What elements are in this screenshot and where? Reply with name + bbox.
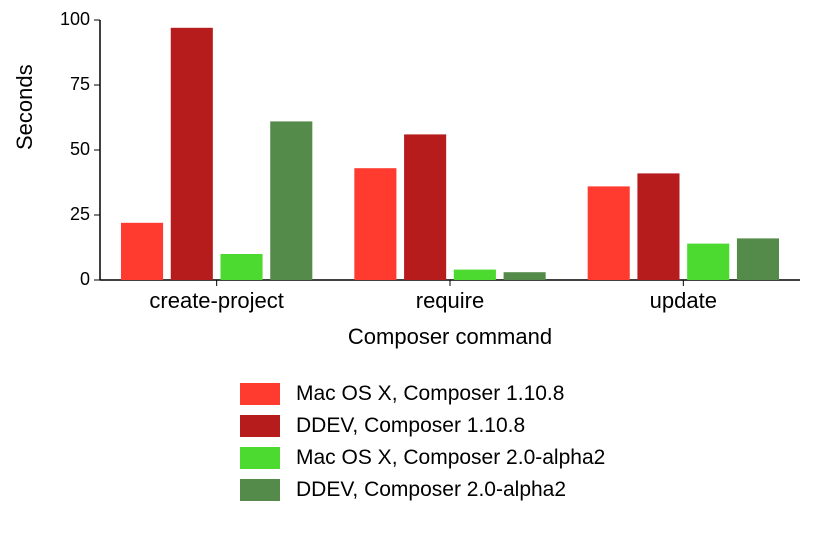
bar: [270, 121, 312, 280]
ytick-label: 25: [30, 204, 90, 225]
legend-swatch: [240, 415, 280, 437]
legend-label: DDEV, Composer 1.10.8: [296, 414, 525, 438]
x-axis-label: Composer command: [100, 324, 800, 350]
legend-label: DDEV, Composer 2.0-alpha2: [296, 478, 566, 502]
composer-benchmark-chart: Seconds 0255075100 create-projectrequire…: [0, 0, 837, 534]
bar: [637, 173, 679, 280]
legend-item: DDEV, Composer 1.10.8: [240, 410, 605, 442]
bar: [737, 238, 779, 280]
legend-swatch: [240, 383, 280, 405]
ytick-label: 0: [30, 269, 90, 290]
bar: [588, 186, 630, 280]
bar: [354, 168, 396, 280]
legend-label: Mac OS X, Composer 1.10.8: [296, 382, 564, 406]
bar: [171, 28, 213, 280]
ytick-label: 50: [30, 139, 90, 160]
xtick-label: require: [350, 288, 550, 314]
plot-area: [100, 20, 800, 280]
legend-swatch: [240, 447, 280, 469]
legend-swatch: [240, 479, 280, 501]
legend-item: Mac OS X, Composer 1.10.8: [240, 378, 605, 410]
bar: [404, 134, 446, 280]
xtick-label: create-project: [117, 288, 317, 314]
legend-item: DDEV, Composer 2.0-alpha2: [240, 474, 605, 506]
legend-item: Mac OS X, Composer 2.0-alpha2: [240, 442, 605, 474]
bar: [687, 244, 729, 280]
xtick-label: update: [583, 288, 783, 314]
legend-label: Mac OS X, Composer 2.0-alpha2: [296, 446, 605, 470]
ytick-label: 100: [30, 9, 90, 30]
ytick-label: 75: [30, 74, 90, 95]
bar: [121, 223, 163, 280]
bar: [504, 272, 546, 280]
legend: Mac OS X, Composer 1.10.8 DDEV, Composer …: [240, 378, 605, 506]
bar: [454, 270, 496, 280]
bar: [220, 254, 262, 280]
